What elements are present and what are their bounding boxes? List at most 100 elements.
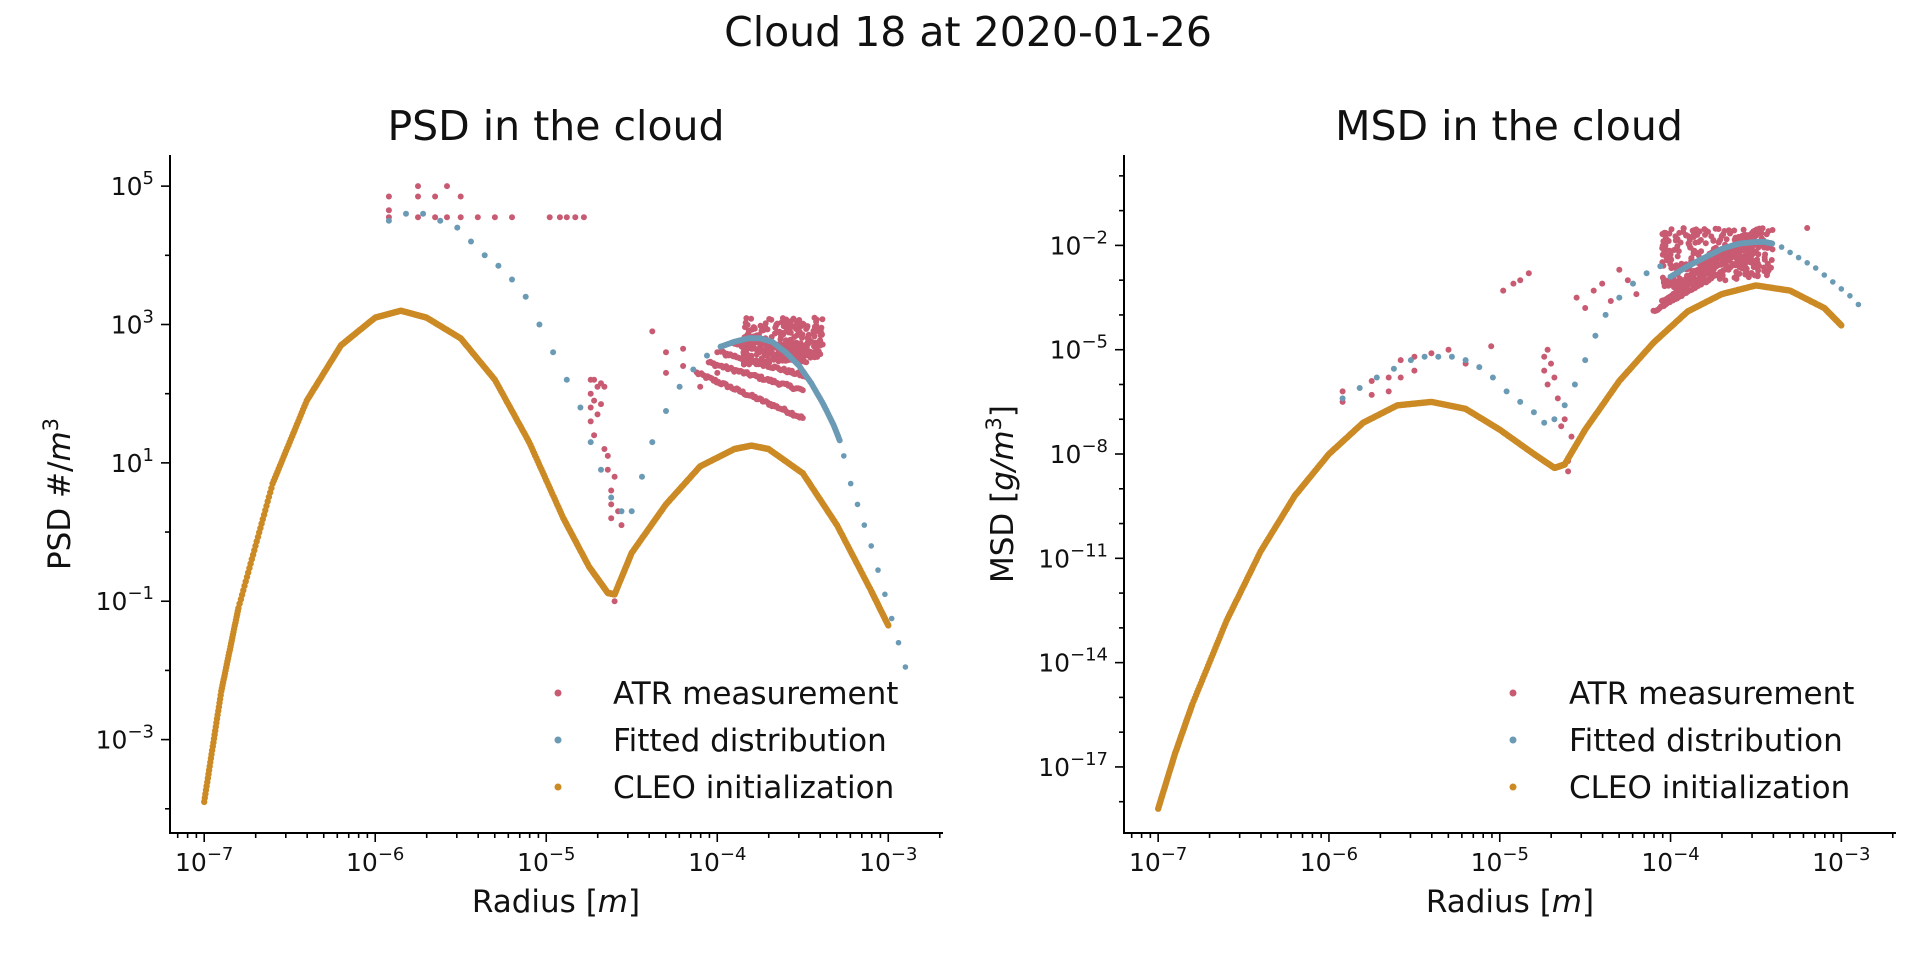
data-point-atr — [611, 473, 618, 480]
data-point-fitted — [403, 210, 409, 217]
x-tick-label: 10−7 — [175, 844, 233, 877]
data-point-atr — [743, 350, 750, 357]
data-point-atr — [777, 336, 784, 343]
data-point-atr — [785, 329, 792, 336]
data-point-atr — [1672, 237, 1679, 244]
data-point-atr — [1768, 257, 1775, 263]
y-tick-label: 10−17 — [1038, 749, 1108, 782]
msd-plot-area — [1155, 225, 1862, 812]
data-point-atr — [1624, 277, 1631, 284]
data-point-atr — [1548, 360, 1554, 367]
data-point-atr — [1722, 254, 1729, 261]
data-point-atr — [797, 340, 804, 347]
data-point-atr — [611, 598, 618, 605]
data-point-atr — [1690, 250, 1697, 257]
data-point-atr — [762, 323, 769, 330]
data-point-cleo — [885, 622, 892, 629]
data-point-atr — [794, 327, 801, 334]
data-point-atr — [556, 214, 563, 221]
data-point-fitted — [1390, 365, 1397, 372]
series-atr — [1339, 225, 1811, 475]
data-point-atr — [385, 207, 392, 214]
data-point-atr — [1544, 346, 1551, 353]
data-point-atr — [1673, 262, 1680, 269]
data-point-atr — [1712, 272, 1719, 279]
series-atr — [385, 183, 826, 605]
data-point-atr — [1745, 273, 1752, 280]
data-point-atr — [799, 334, 805, 341]
data-point-fitted — [676, 383, 683, 390]
x-tick-label: 10−7 — [1129, 844, 1187, 877]
data-point-fitted — [1356, 385, 1363, 391]
data-point-fitted — [385, 217, 392, 224]
data-point-atr — [604, 466, 611, 473]
data-point-atr — [1693, 226, 1700, 233]
data-point-atr — [1723, 261, 1729, 268]
data-point-atr — [444, 214, 450, 221]
data-point-atr — [714, 369, 721, 376]
data-point-atr — [1675, 248, 1682, 255]
data-point-atr — [1668, 226, 1675, 233]
y-tick-label: 10−1 — [96, 583, 154, 616]
data-point-atr — [1663, 254, 1670, 261]
data-point-atr — [1737, 253, 1744, 260]
data-point-atr — [1411, 367, 1418, 374]
msd-xlabel: Radius [m] — [1426, 884, 1594, 920]
data-point-atr — [1633, 291, 1640, 298]
data-point-fitted — [495, 262, 502, 269]
data-point-atr — [1695, 268, 1702, 275]
data-point-atr — [748, 326, 755, 333]
psd-panel: PSD in the cloud 10−7 10−6 10−5 10−4 10−3 10… — [39, 102, 943, 920]
data-point-atr — [1561, 416, 1568, 423]
y-tick-label: 10−8 — [1050, 436, 1108, 469]
data-point-fitted — [1602, 311, 1609, 318]
data-point-atr — [797, 344, 804, 351]
data-point-fitted — [895, 639, 902, 646]
data-point-atr — [1725, 266, 1732, 273]
data-point-atr — [563, 214, 570, 221]
data-point-fitted — [1630, 280, 1636, 287]
data-point-atr — [546, 214, 553, 221]
data-point-atr — [1722, 277, 1729, 284]
msd-x-ticks: 10−7 10−6 10−5 10−4 10−3 — [1129, 833, 1894, 877]
data-point-atr — [649, 328, 656, 335]
data-point-fitted — [1421, 353, 1428, 360]
data-point-atr — [1710, 259, 1716, 266]
data-point-atr — [1717, 237, 1724, 243]
msd-ylabel: MSD [g/m3] — [982, 405, 1021, 583]
data-point-fitted — [1489, 374, 1496, 381]
data-point-atr — [1727, 253, 1734, 260]
data-point-fitted — [587, 439, 594, 446]
y-tick-label: 103 — [111, 307, 154, 340]
data-point-atr — [594, 411, 601, 418]
data-point-fitted — [628, 508, 635, 515]
data-point-fitted — [854, 501, 861, 508]
data-point-fitted — [1847, 293, 1853, 299]
y-tick-label: 10−5 — [1050, 332, 1108, 365]
data-point-atr — [1742, 231, 1749, 238]
data-point-atr — [1428, 350, 1435, 357]
data-point-atr — [1764, 245, 1771, 251]
data-point-atr — [591, 432, 598, 439]
data-point-atr — [1732, 234, 1739, 241]
data-point-atr — [1445, 346, 1452, 353]
data-point-atr — [799, 415, 806, 421]
data-point-atr — [1702, 231, 1708, 238]
data-point-fitted — [649, 439, 656, 446]
data-point-atr — [608, 515, 615, 522]
psd-legend: ATR measurement Fitted distribution CLEO… — [554, 676, 898, 806]
y-tick-label: 10−3 — [96, 722, 154, 755]
data-point-atr — [663, 369, 669, 376]
data-point-atr — [1674, 278, 1681, 285]
data-point-fitted — [1643, 270, 1650, 277]
data-point-atr — [663, 349, 669, 356]
data-point-fitted — [1503, 388, 1510, 395]
data-point-atr — [1717, 261, 1724, 268]
psd-x-ticks: 10−7 10−6 10−5 10−4 10−3 — [175, 833, 941, 877]
psd-y-ticks: 105 103 101 10−1 10−3 — [96, 168, 170, 810]
data-point-atr — [1554, 395, 1561, 402]
psd-plot-area — [201, 183, 909, 806]
data-point-atr — [1769, 227, 1776, 233]
data-point-atr — [799, 387, 806, 394]
data-point-atr — [1339, 388, 1346, 395]
